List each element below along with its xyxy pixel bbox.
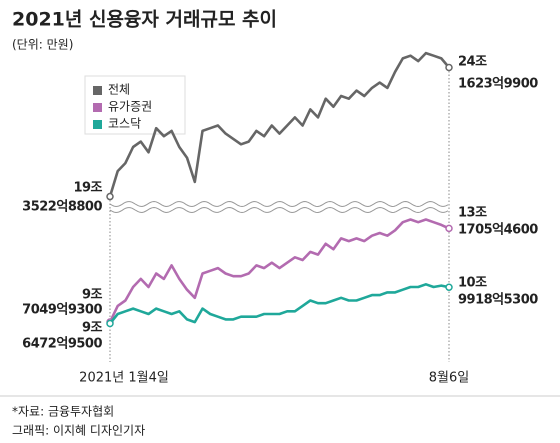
legend-swatch	[93, 103, 102, 112]
end-point	[106, 319, 114, 328]
legend-label: 코스닥	[108, 117, 141, 131]
axis-break	[109, 200, 449, 208]
axis-break	[109, 206, 449, 214]
x-tick-label: 2021년 1월4일	[79, 371, 169, 386]
value-label: 9조	[82, 288, 103, 303]
value-label: 9918억5300	[458, 293, 538, 308]
value-label: 6472억9500	[22, 337, 102, 352]
value-label: 1623억9900	[458, 77, 538, 92]
value-label: 1705억4600	[458, 223, 538, 238]
legend-label: 전체	[108, 83, 130, 97]
series-line	[108, 283, 450, 325]
value-label: 7049억9300	[22, 303, 102, 318]
end-point	[445, 283, 453, 291]
series-line	[108, 51, 450, 197]
chart-title: 2021년 신용융자 거래규모 추이	[12, 9, 277, 31]
source: *자료: 금융투자협회	[12, 405, 114, 419]
series-line	[108, 218, 450, 323]
end-point	[445, 224, 453, 233]
credit: 그래픽: 이지혜 디자인기자	[12, 424, 145, 438]
value-label: 13조	[458, 206, 487, 221]
value-label: 3522억8800	[22, 200, 102, 215]
legend-swatch	[93, 86, 102, 95]
value-label: 10조	[458, 276, 487, 291]
legend-label: 유가증권	[108, 100, 152, 114]
legend-swatch	[93, 120, 102, 129]
end-point	[445, 63, 453, 72]
value-label: 9조	[82, 321, 103, 336]
end-point	[106, 192, 114, 201]
x-tick-label: 8월6일	[429, 371, 469, 386]
value-label: 19조	[73, 181, 102, 196]
value-label: 24조	[458, 55, 487, 70]
chart-subtitle: (단위: 만원)	[12, 38, 73, 52]
